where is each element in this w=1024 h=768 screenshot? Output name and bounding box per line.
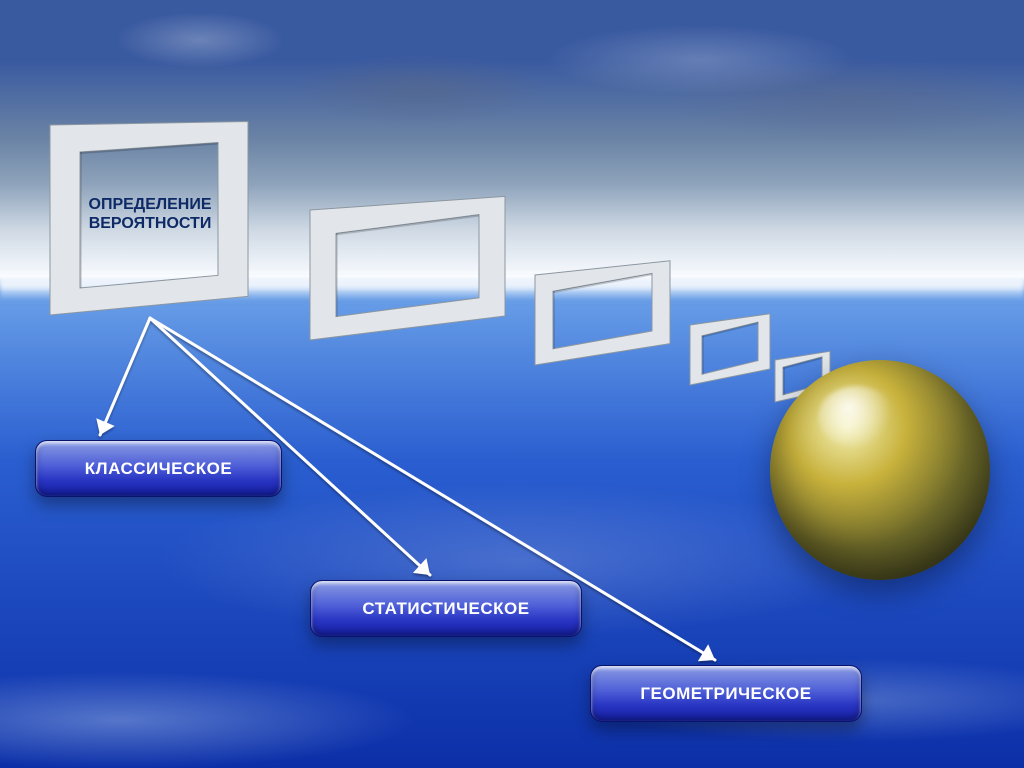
golden-sphere bbox=[770, 360, 990, 580]
node-button-label: КЛАССИЧЕСКОЕ bbox=[85, 459, 232, 479]
source-title: ОПРЕДЕЛЕНИЕ ВЕРОЯТНОСТИ bbox=[76, 195, 224, 233]
slide-stage: ОПРЕДЕЛЕНИЕ ВЕРОЯТНОСТИ КЛАССИЧЕСКОЕ СТАТ… bbox=[0, 0, 1024, 768]
node-button-geometric[interactable]: ГЕОМЕТРИЧЕСКОЕ bbox=[590, 665, 862, 722]
node-button-classic[interactable]: КЛАССИЧЕСКОЕ bbox=[35, 440, 282, 497]
trail-frame-3 bbox=[690, 325, 770, 405]
node-button-statistical[interactable]: СТАТИСТИЧЕСКОЕ bbox=[310, 580, 582, 637]
node-button-label: ГЕОМЕТРИЧЕСКОЕ bbox=[640, 684, 811, 704]
node-button-label: СТАТИСТИЧЕСКОЕ bbox=[362, 599, 529, 619]
trail-frame-1 bbox=[310, 210, 505, 363]
trail-frame-2 bbox=[535, 275, 670, 388]
